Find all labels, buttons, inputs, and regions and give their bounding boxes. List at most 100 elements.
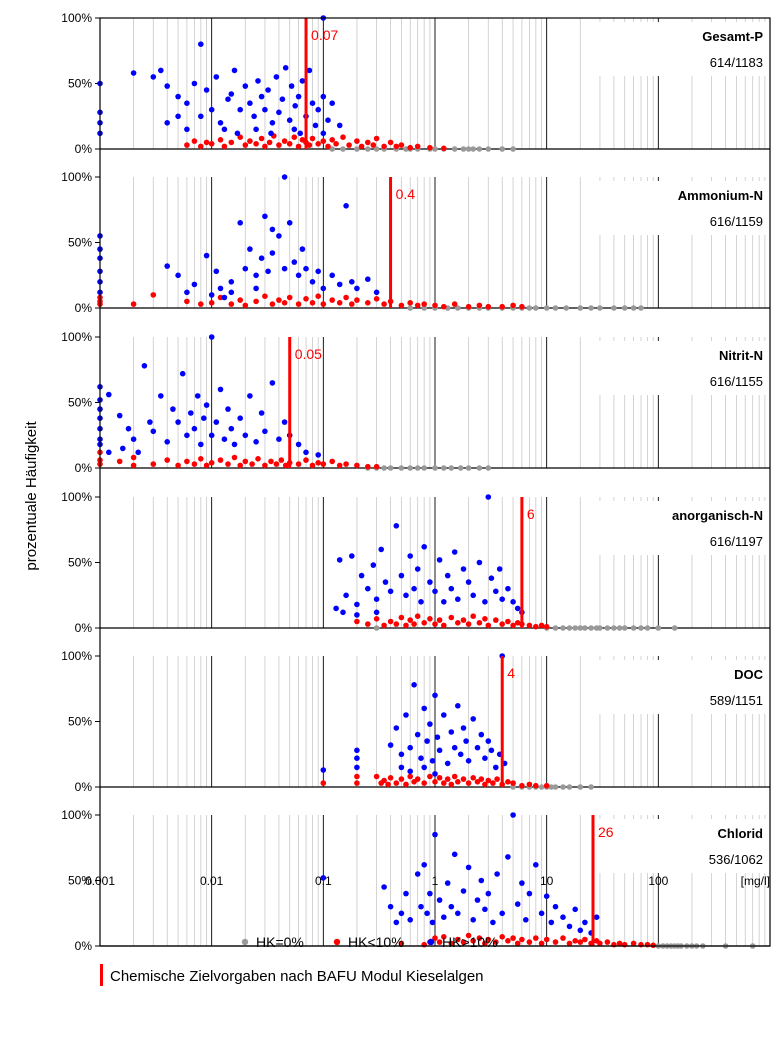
data-point-blue <box>291 126 298 133</box>
data-point-blue <box>268 130 274 137</box>
data-point-red <box>510 302 516 309</box>
data-point-blue <box>164 263 170 269</box>
data-point-blue <box>455 910 461 917</box>
data-point-blue <box>164 120 170 126</box>
data-point-red <box>255 456 261 462</box>
data-point-blue <box>387 742 394 748</box>
data-point-red <box>455 936 461 943</box>
data-point-blue <box>198 441 204 448</box>
data-point-gray <box>655 625 662 631</box>
data-point-gray <box>476 465 483 471</box>
data-point-red <box>315 141 322 147</box>
data-point-blue <box>242 432 249 439</box>
data-point-red <box>510 780 516 786</box>
panel-gesamt-p: 0% 50% 100% 0.07 Gesamt-P 614/1183 <box>61 11 771 156</box>
data-point-blue <box>421 544 428 550</box>
data-point-blue <box>488 575 495 581</box>
data-point-red <box>427 616 433 622</box>
data-point-gray <box>470 146 477 152</box>
panel-label-box <box>590 819 768 873</box>
data-point-blue <box>295 93 302 100</box>
data-point-blue <box>170 406 176 412</box>
data-point-blue <box>276 233 282 239</box>
data-point-blue <box>336 281 343 288</box>
data-point-red <box>616 940 623 947</box>
data-point-red <box>295 301 302 307</box>
data-point-blue <box>147 419 153 425</box>
data-point-red <box>499 934 506 940</box>
data-point-blue <box>265 87 271 93</box>
data-point-gray <box>616 625 623 631</box>
panel-title: Ammonium-N <box>678 188 763 203</box>
data-point-blue <box>457 751 464 758</box>
data-point-gray <box>572 625 578 631</box>
data-point-blue <box>262 106 268 113</box>
data-point-gray <box>552 784 559 790</box>
data-point-blue <box>444 760 451 767</box>
data-point-blue <box>130 70 137 76</box>
data-point-red <box>198 143 204 150</box>
data-point-red <box>630 940 637 947</box>
data-point-blue <box>282 65 289 71</box>
data-point-gray <box>630 625 637 631</box>
data-point-blue <box>208 106 215 113</box>
data-point-red <box>650 942 656 949</box>
y-tick-label: 0% <box>75 142 93 156</box>
data-point-gray <box>455 305 461 311</box>
data-point-gray <box>340 146 346 152</box>
data-point-blue <box>295 272 302 279</box>
data-point-blue <box>164 83 170 89</box>
data-point-red <box>476 302 483 309</box>
data-point-blue <box>184 100 190 106</box>
data-point-red <box>490 780 496 786</box>
panel-label-box <box>590 181 768 235</box>
data-point-blue <box>418 599 424 605</box>
data-point-blue <box>514 605 521 612</box>
data-point-blue <box>543 893 550 899</box>
data-point-blue <box>247 246 253 252</box>
data-point-gray <box>485 465 492 471</box>
threshold-line <box>304 18 308 149</box>
data-point-blue <box>432 588 438 595</box>
data-point-blue <box>398 910 405 917</box>
data-point-blue <box>258 93 265 100</box>
panel-label-box <box>590 22 768 76</box>
data-point-blue <box>325 117 331 123</box>
data-point-blue <box>455 703 461 709</box>
data-point-red <box>309 135 316 142</box>
data-point-blue <box>510 812 516 818</box>
data-point-gray <box>638 305 644 311</box>
data-point-red <box>253 298 259 305</box>
data-point-blue <box>505 854 511 860</box>
data-point-gray <box>387 465 394 471</box>
data-point-red <box>441 934 447 940</box>
data-point-red <box>572 938 578 944</box>
data-point-blue <box>411 682 417 688</box>
data-point-blue <box>228 425 235 432</box>
data-point-blue <box>441 712 447 718</box>
data-point-blue <box>217 386 224 393</box>
data-point-blue <box>269 120 276 126</box>
data-point-blue <box>258 255 265 261</box>
data-point-blue <box>434 734 441 740</box>
data-point-red <box>385 781 391 788</box>
data-point-blue <box>436 897 443 903</box>
y-tick-label: 0% <box>75 301 93 315</box>
data-point-blue <box>373 289 380 296</box>
data-point-gray <box>560 625 566 631</box>
y-tick-label: 50% <box>68 874 92 888</box>
data-point-gray <box>407 465 414 471</box>
data-point-red <box>499 303 506 310</box>
data-point-blue <box>276 109 282 116</box>
data-point-red <box>460 776 467 782</box>
data-point-red <box>273 461 280 467</box>
data-point-red <box>407 300 414 306</box>
data-point-gray <box>354 146 360 152</box>
data-point-red <box>247 138 253 144</box>
data-point-red <box>432 302 438 309</box>
data-point-red <box>538 622 545 629</box>
data-point-blue <box>593 914 600 920</box>
data-point-gray <box>566 625 573 631</box>
legend-marker-hk-gt10 <box>427 938 435 946</box>
